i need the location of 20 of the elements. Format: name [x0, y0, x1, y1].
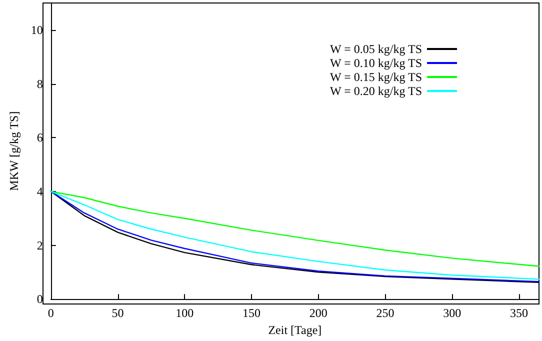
- x-tick-label: 350: [510, 306, 528, 320]
- legend-label: W = 0.15 kg/kg TS: [330, 70, 422, 84]
- y-tick-label: 4: [36, 184, 43, 198]
- x-tick-label: 300: [443, 306, 462, 320]
- legend-label: W = 0.10 kg/kg TS: [330, 56, 422, 70]
- x-tick-label: 200: [309, 306, 328, 320]
- y-tick-label: 0: [36, 292, 43, 306]
- y-tick-label: 2: [36, 238, 43, 252]
- x-axis-title: Zeit [Tage]: [268, 323, 322, 337]
- x-tick-label: 250: [376, 306, 394, 320]
- y-tick-label: 6: [36, 130, 43, 145]
- x-tick-label: 150: [242, 306, 260, 320]
- legend-label: W = 0.20 kg/kg TS: [330, 84, 422, 98]
- x-tick-label: 50: [112, 306, 124, 320]
- y-tick-label: 8: [36, 76, 43, 91]
- legend-label: W = 0.05 kg/kg TS: [330, 42, 422, 56]
- y-tick-label: 10: [30, 22, 43, 37]
- y-axis-title: MKW [g/kg TS]: [7, 111, 21, 191]
- x-tick-label: 0: [48, 306, 54, 320]
- x-tick-label: 100: [176, 306, 194, 320]
